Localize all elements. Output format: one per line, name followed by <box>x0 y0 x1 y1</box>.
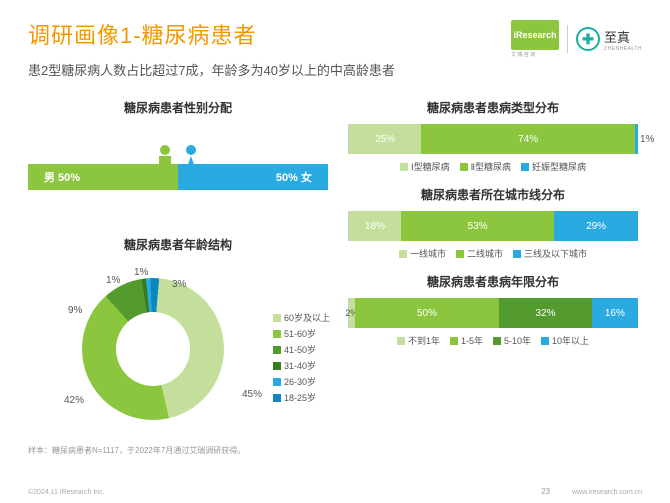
footer-url: www.iresearch.com.cn <box>572 489 642 496</box>
age-slice-label: 9% <box>68 305 82 316</box>
legend-item: 三线及以下城市 <box>513 247 587 260</box>
city-stacked-bar: 18%53%29% <box>348 211 638 241</box>
age-slice-label: 1% <box>134 267 148 278</box>
age-legend-item: 51-60岁 <box>273 327 330 340</box>
plus-icon: ✚ <box>576 27 600 51</box>
sample-note: 样本：糖尿病患者N=1117，于2022年7月通过艾瑞调研获得。 <box>28 445 328 456</box>
age-legend-item: 60岁及以上 <box>273 311 330 324</box>
age-slice-label: 3% <box>172 279 186 290</box>
bar-segment: 32% <box>499 298 591 328</box>
page-subtitle: 患2型糖尿病人数占比超过7成，年龄多为40岁以上的中高龄患者 <box>28 60 395 79</box>
bar-segment: 18% <box>349 211 401 241</box>
age-donut-chart: 60岁及以上 51-60岁 41-50岁 31-40岁 26-30岁 18-25岁 45%… <box>28 261 328 436</box>
legend-item: Ⅰ型糖尿病 <box>400 160 450 173</box>
male-icon <box>155 144 175 188</box>
age-slice-label: 1% <box>106 275 120 286</box>
page-title: 调研画像1-糖尿病患者 <box>28 18 395 50</box>
legend-item: 妊娠型糖尿病 <box>521 160 586 173</box>
page-number: 23 <box>541 487 550 496</box>
gender-chart-title: 糖尿病患者性别分配 <box>28 99 328 116</box>
age-chart-title: 糖尿病患者年龄结构 <box>28 236 328 253</box>
age-legend-item: 41-50岁 <box>273 343 330 356</box>
legend-item: Ⅱ型糖尿病 <box>460 160 511 173</box>
age-legend-item: 31-40岁 <box>273 359 330 372</box>
legend-item: 5-10年 <box>493 334 531 347</box>
legend-item: 10年以上 <box>541 334 589 347</box>
type-chart-title: 糖尿病患者患病类型分布 <box>348 99 638 116</box>
gender-chart: 男 50% 50% 女 <box>28 124 328 214</box>
legend-item: 一线城市 <box>399 247 446 260</box>
iresearch-logo: iResearch <box>511 20 559 50</box>
female-icon <box>181 144 201 188</box>
bar-segment: 74% <box>421 124 635 154</box>
bar-segment: 50% <box>355 298 500 328</box>
bar-segment: 25% <box>349 124 421 154</box>
age-legend-item: 18-25岁 <box>273 391 330 404</box>
legend-item: 二线城市 <box>456 247 503 260</box>
years-stacked-bar: 2%50%32%16% <box>348 298 638 328</box>
bar-segment: 53% <box>401 211 554 241</box>
bar-segment: 1% <box>635 124 638 154</box>
bar-segment: 29% <box>554 211 638 241</box>
iresearch-logo-sub: 艾 瑞 咨 询 <box>511 51 559 58</box>
years-legend: 不到1年 1-5年 5-10年 10年以上 <box>348 334 638 347</box>
city-legend: 一线城市二线城市三线及以下城市 <box>348 247 638 260</box>
city-chart-title: 糖尿病患者所在城市线分布 <box>348 186 638 203</box>
type-legend: Ⅰ型糖尿病 Ⅱ型糖尿病妊娠型糖尿病 <box>348 160 638 173</box>
footer-copyright: ©2024.11 iResearch Inc. <box>28 489 105 496</box>
age-legend: 60岁及以上 51-60岁 41-50岁 31-40岁 26-30岁 18-25岁 <box>273 311 330 407</box>
bar-segment: 16% <box>592 298 638 328</box>
type-stacked-bar: 25%74%1% <box>348 124 638 154</box>
logo-separator <box>567 25 568 53</box>
legend-item: 不到1年 <box>397 334 440 347</box>
legend-item: 1-5年 <box>450 334 483 347</box>
age-legend-item: 26-30岁 <box>273 375 330 388</box>
age-slice-label: 45% <box>242 389 262 400</box>
age-slice-label: 42% <box>64 395 84 406</box>
zhenhealth-logo: ✚ 至真 ZHENHEALTH <box>576 27 642 52</box>
years-chart-title: 糖尿病患者患病年限分布 <box>348 273 638 290</box>
logo-block: iResearch 艾 瑞 咨 询 ✚ 至真 ZHENHEALTH <box>511 18 642 58</box>
logo2-cn: 至真 <box>604 27 642 46</box>
logo2-en: ZHENHEALTH <box>604 46 642 52</box>
